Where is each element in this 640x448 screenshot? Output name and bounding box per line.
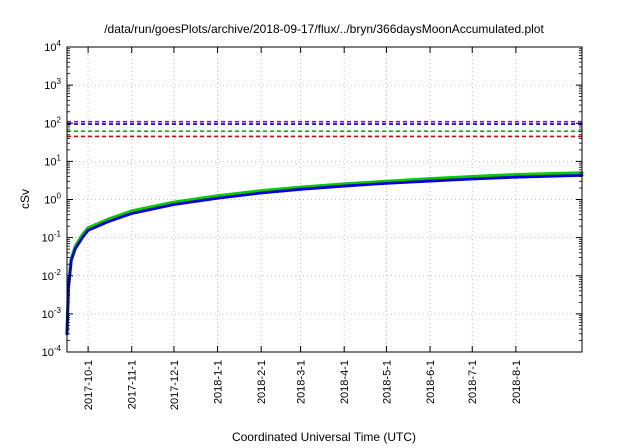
y-axis-label: cSv bbox=[18, 189, 32, 209]
x-tick-label: 2018-3-1 bbox=[296, 360, 308, 404]
y-tick-label: 104 bbox=[44, 39, 61, 54]
y-tick-label: 100 bbox=[44, 192, 61, 207]
reference-lines bbox=[67, 120, 582, 138]
x-tick-label: 2018-5-1 bbox=[381, 360, 393, 404]
x-tick-label: 2017-12-1 bbox=[169, 360, 181, 410]
x-tick-label: 2018-6-1 bbox=[425, 360, 437, 404]
grid bbox=[67, 47, 582, 352]
plot-frame bbox=[66, 46, 583, 353]
y-tick-label: 10-2 bbox=[42, 268, 62, 283]
x-tick-label: 2018-4-1 bbox=[339, 360, 351, 404]
x-tick-label: 2017-11-1 bbox=[127, 360, 139, 409]
x-tick-label: 2018-1-1 bbox=[213, 360, 225, 404]
x-tick-label: 2018-2-1 bbox=[256, 360, 268, 404]
x-tick-label: 2017-10-1 bbox=[83, 360, 95, 410]
y-axis-ticks: 10-4 10-3 10-2 10-1 100 101 102 103 104 bbox=[42, 39, 582, 359]
x-axis-ticks: 2017-10-1 2017-11-1 2017-12-1 2018-1-1 2018-… bbox=[83, 47, 523, 410]
series-lines bbox=[65, 171, 584, 336]
y-tick-label: 103 bbox=[44, 77, 61, 92]
chart-title: /data/run/goesPlots/archive/2018-09-17/f… bbox=[104, 22, 544, 36]
x-tick-label: 2018-7-1 bbox=[467, 360, 479, 404]
x-tick-label: 2018-8-1 bbox=[511, 360, 523, 404]
x-axis-label: Coordinated Universal Time (UTC) bbox=[232, 430, 416, 444]
y-tick-label: 10-3 bbox=[42, 306, 62, 321]
y-tick-label: 10-1 bbox=[42, 230, 62, 245]
y-tick-label: 102 bbox=[44, 115, 61, 130]
y-tick-label: 101 bbox=[44, 153, 61, 168]
y-tick-label: 10-4 bbox=[42, 344, 62, 359]
series-line bbox=[65, 171, 584, 336]
series-line bbox=[65, 173, 584, 336]
